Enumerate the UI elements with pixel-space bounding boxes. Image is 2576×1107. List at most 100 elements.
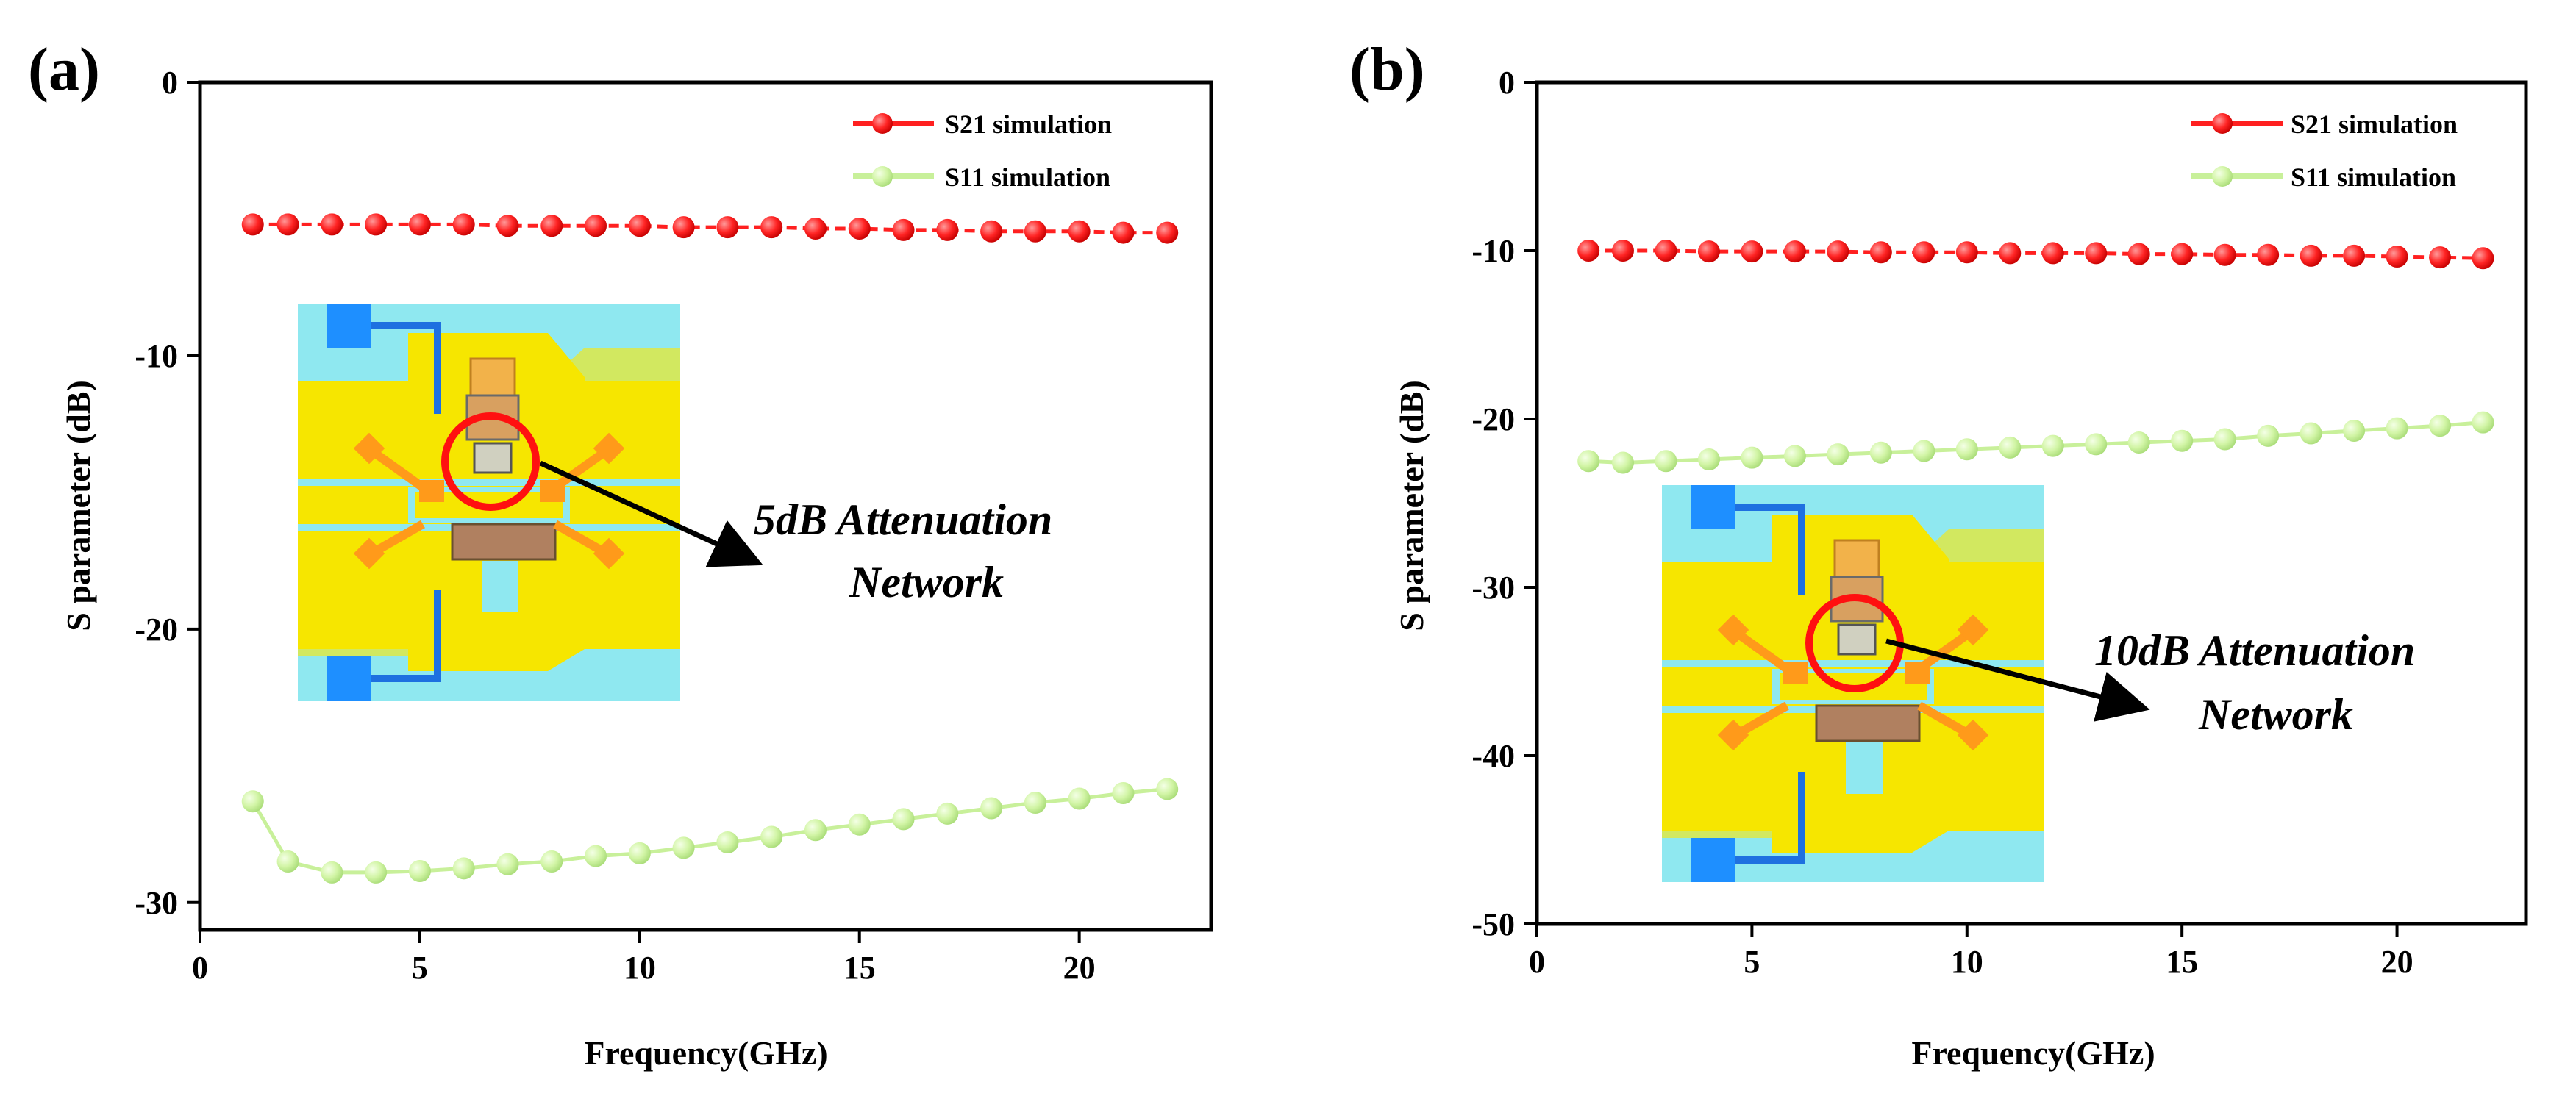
x-axis-title-b: Frequency(GHz)	[1911, 1034, 2155, 1072]
x-tick-label: 20	[2381, 944, 2413, 980]
data-point-s11	[2429, 415, 2452, 437]
y-tick-label: -40	[1471, 738, 1515, 774]
y-tick-label: 0	[1499, 65, 1515, 101]
data-point-s11	[1655, 450, 1677, 473]
data-point-s21	[2300, 244, 2322, 267]
data-point-s21	[2429, 246, 2452, 269]
annotation-line2-a: Network	[849, 558, 1004, 606]
data-point-s11	[2300, 422, 2322, 445]
annotation-line1-a: 5dB Attenuation	[754, 495, 1052, 544]
data-point-s21	[980, 220, 1003, 243]
annotation-line1-b: 10dB Attenuation	[2094, 626, 2415, 675]
data-point-s11	[2127, 431, 2150, 454]
data-point-s11	[408, 860, 431, 883]
data-point-s11	[1827, 443, 1849, 466]
data-point-s11	[2343, 420, 2366, 443]
legend-b: S21 simulation S11 simulation	[2177, 103, 2522, 206]
data-point-s21	[2127, 243, 2150, 265]
data-point-s11	[1741, 446, 1763, 469]
annotation-line2-b: Network	[2198, 690, 2353, 739]
data-point-s11	[1783, 445, 1806, 467]
series-line-s21	[252, 222, 1168, 235]
data-point-s21	[2171, 243, 2194, 265]
series-line-s21	[1588, 248, 2483, 260]
data-point-s21	[585, 215, 607, 237]
y-tick-label: -10	[135, 338, 178, 374]
data-point-s21	[1955, 241, 1978, 264]
data-point-s21	[672, 216, 695, 239]
data-point-s21	[2386, 246, 2408, 268]
data-point-s21	[408, 213, 431, 236]
data-point-s21	[2343, 244, 2366, 267]
data-point-s21	[1741, 240, 1763, 263]
data-point-s11	[1024, 792, 1046, 814]
data-point-s21	[2472, 247, 2494, 270]
data-point-s21	[1024, 220, 1046, 243]
data-point-s11	[2257, 424, 2280, 447]
data-point-s11	[848, 813, 871, 836]
legend-label-s11-b: S11 simulation	[2291, 162, 2456, 192]
data-point-s11	[585, 845, 607, 867]
x-tick-label: 0	[1529, 944, 1545, 980]
data-point-s21	[2085, 242, 2108, 265]
y-tick-label: -50	[1471, 906, 1515, 942]
data-point-s11	[452, 857, 475, 880]
panel-a: (a) 0 5 10 15 20 0 -10 -20 -30 5dB Attenuation N…	[28, 35, 1213, 1072]
data-point-s21	[716, 216, 739, 239]
plot-frame-b	[1535, 80, 2528, 926]
data-point-s11	[1577, 450, 1600, 473]
legend-label-s21-b: S21 simulation	[2291, 110, 2458, 139]
data-point-s21	[848, 217, 871, 240]
circuit-layout-inset-b	[1662, 485, 2150, 882]
series-b	[1577, 240, 2494, 474]
y-tick-label: -20	[135, 612, 178, 648]
series-a	[241, 213, 1179, 884]
data-point-s11	[1112, 782, 1135, 805]
data-point-s11	[2472, 411, 2494, 434]
y-tick-label: 0	[162, 65, 178, 101]
data-point-s21	[2213, 243, 2236, 266]
data-point-s11	[2386, 417, 2408, 440]
data-point-s21	[804, 217, 827, 240]
data-point-s11	[1999, 436, 2022, 459]
data-point-s11	[716, 831, 739, 853]
data-point-s11	[276, 850, 299, 873]
legend-marker-s11-b	[2212, 166, 2233, 187]
data-point-s21	[540, 215, 563, 237]
data-point-s11	[628, 842, 651, 864]
y-tick-label: -30	[1471, 570, 1515, 606]
data-point-s21	[1068, 220, 1091, 243]
plot-frame-a	[198, 80, 1213, 932]
data-point-s21	[321, 213, 343, 236]
data-point-s11	[2041, 434, 2064, 457]
data-point-s21	[760, 216, 783, 239]
x-tick-label: 15	[843, 950, 876, 986]
data-point-s11	[2085, 433, 2108, 456]
data-point-s21	[365, 213, 388, 236]
data-point-s21	[1913, 241, 1935, 264]
axis-ticks-b: 0 5 10 15 20 0 -10 -20 -30 -40 -50	[1471, 65, 2413, 980]
series-line-s11	[251, 787, 1168, 875]
data-point-s21	[452, 213, 475, 236]
panel-label-a: (a)	[28, 35, 100, 104]
x-tick-label: 0	[192, 950, 208, 986]
series-line-s11	[1588, 420, 2483, 465]
panel-label-b: (b)	[1349, 35, 1425, 104]
x-tick-label: 10	[1951, 944, 1983, 980]
data-point-s21	[936, 218, 959, 241]
legend-marker-s11-a	[872, 166, 893, 187]
data-point-s11	[760, 825, 783, 848]
data-point-s11	[2213, 428, 2236, 451]
data-point-s11	[241, 790, 264, 813]
data-point-s21	[628, 215, 651, 237]
legend-marker-s21-a	[872, 113, 893, 134]
data-point-s11	[804, 819, 827, 842]
data-point-s21	[1827, 240, 1849, 263]
data-point-s11	[1156, 778, 1179, 800]
data-point-s11	[496, 853, 519, 875]
data-point-s21	[2041, 242, 2064, 265]
data-point-s21	[1156, 221, 1179, 244]
x-tick-label: 20	[1063, 950, 1096, 986]
panel-b: (b) 0 5 10 15 20 0 -10 -20 -30 -40 -50 10dB Attenu…	[1349, 35, 2528, 1072]
